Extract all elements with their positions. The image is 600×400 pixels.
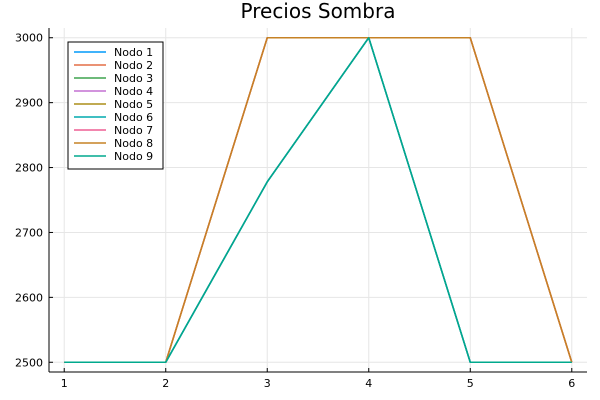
y-tick-label: 2700 xyxy=(15,226,43,239)
legend-label: Nodo 9 xyxy=(114,150,153,163)
y-tick-label: 2800 xyxy=(15,162,43,175)
y-tick-label: 2900 xyxy=(15,97,43,110)
legend-label: Nodo 2 xyxy=(114,59,153,72)
y-tick-label: 2500 xyxy=(15,356,43,369)
series-lines xyxy=(64,36,573,364)
x-tick-label: 4 xyxy=(365,377,372,390)
x-tick-label: 2 xyxy=(162,377,169,390)
x-tick-label: 5 xyxy=(467,377,474,390)
series-line-nodo-9 xyxy=(64,36,572,364)
legend-box xyxy=(67,41,164,170)
legend-label: Nodo 4 xyxy=(114,85,153,98)
axes: 1 2 3 4 5 6 2500 2600 2700 2800 2900 3000 xyxy=(15,28,587,390)
x-tick-label: 1 xyxy=(61,377,68,390)
chart-title: Precios Sombra xyxy=(241,0,396,23)
x-tick-label: 3 xyxy=(264,377,271,390)
legend-label: Nodo 6 xyxy=(114,111,153,124)
legend-label: Nodo 5 xyxy=(114,98,153,111)
legend-label: Nodo 3 xyxy=(114,72,153,85)
legend-label: Nodo 7 xyxy=(114,124,153,137)
x-tick-label: 6 xyxy=(568,377,575,390)
legend-label: Nodo 1 xyxy=(114,46,153,59)
y-tick-label: 2600 xyxy=(15,291,43,304)
y-tick-label: 3000 xyxy=(15,32,43,45)
legend-label: Nodo 8 xyxy=(114,137,153,150)
